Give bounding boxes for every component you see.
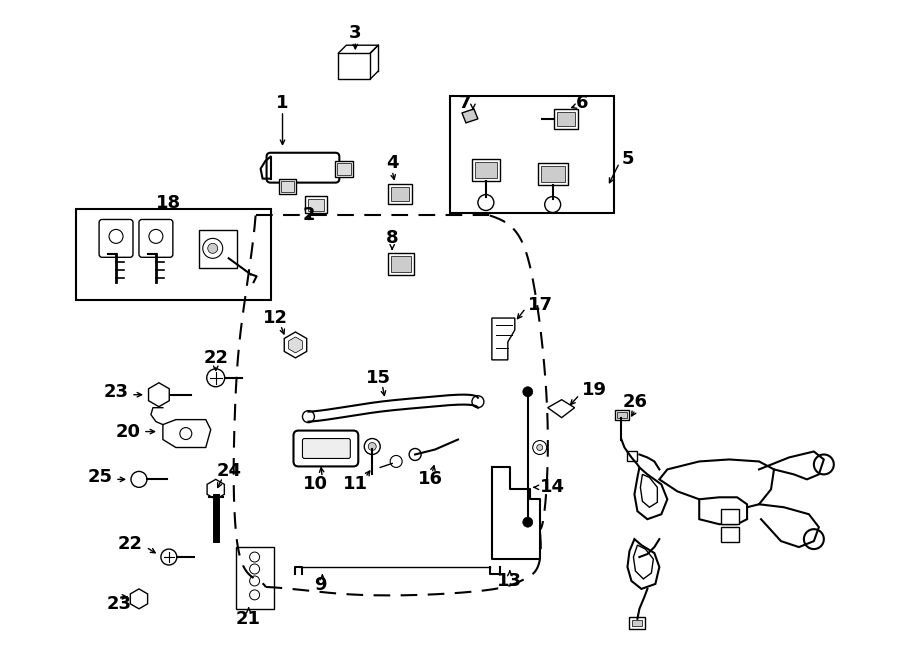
Bar	[305, 196, 328, 214]
Bar	[392, 256, 411, 272]
Bar	[557, 112, 574, 126]
Circle shape	[202, 239, 222, 258]
FancyBboxPatch shape	[266, 153, 339, 182]
Polygon shape	[163, 420, 211, 447]
Circle shape	[249, 590, 259, 600]
Bar	[199, 231, 237, 268]
Circle shape	[364, 438, 380, 455]
Text: 22: 22	[118, 535, 143, 553]
Circle shape	[249, 576, 259, 586]
Text: 9: 9	[314, 576, 327, 594]
Circle shape	[478, 194, 494, 210]
Bar	[388, 184, 412, 204]
Text: 17: 17	[527, 296, 553, 314]
Text: 25: 25	[88, 469, 113, 486]
Circle shape	[523, 387, 533, 397]
FancyBboxPatch shape	[302, 438, 350, 459]
Polygon shape	[548, 400, 574, 418]
Text: 7: 7	[459, 94, 472, 112]
Text: 18: 18	[157, 194, 182, 212]
Circle shape	[536, 444, 543, 451]
Circle shape	[533, 440, 546, 455]
Circle shape	[302, 410, 314, 422]
Text: 16: 16	[418, 471, 443, 488]
Circle shape	[249, 552, 259, 562]
Circle shape	[391, 455, 402, 467]
Text: 14: 14	[540, 479, 564, 496]
Bar	[338, 163, 351, 175]
Bar	[76, 208, 271, 300]
Bar	[336, 161, 354, 176]
Circle shape	[804, 529, 824, 549]
Bar	[629, 617, 645, 629]
Text: 26: 26	[623, 393, 648, 410]
Text: 2: 2	[302, 206, 315, 225]
FancyBboxPatch shape	[293, 430, 358, 467]
Polygon shape	[641, 475, 657, 507]
Text: 8: 8	[386, 229, 399, 247]
Bar	[554, 109, 578, 129]
Circle shape	[472, 396, 484, 408]
Text: 15: 15	[365, 369, 391, 387]
Text: 5: 5	[622, 150, 634, 168]
Bar	[392, 186, 410, 200]
Bar	[388, 253, 414, 275]
Bar	[721, 527, 739, 542]
Bar	[309, 198, 324, 210]
Polygon shape	[660, 459, 774, 509]
Bar	[721, 509, 739, 524]
Bar	[472, 159, 500, 180]
Bar	[278, 178, 296, 194]
FancyBboxPatch shape	[99, 219, 133, 257]
Bar	[338, 53, 370, 79]
Text: 24: 24	[216, 463, 241, 481]
Text: 22: 22	[203, 349, 229, 367]
Text: 12: 12	[263, 309, 288, 327]
Circle shape	[161, 549, 176, 565]
Circle shape	[180, 428, 192, 440]
Circle shape	[368, 442, 376, 451]
Polygon shape	[699, 497, 747, 524]
Circle shape	[523, 517, 533, 527]
Polygon shape	[462, 109, 478, 123]
Circle shape	[207, 369, 225, 387]
Circle shape	[208, 243, 218, 253]
Text: 1: 1	[276, 94, 289, 112]
Text: 4: 4	[386, 154, 399, 172]
Bar	[475, 162, 497, 178]
Text: 23: 23	[104, 383, 129, 401]
Text: 3: 3	[349, 24, 362, 42]
Circle shape	[814, 455, 833, 475]
Circle shape	[109, 229, 123, 243]
Circle shape	[410, 449, 421, 461]
Bar	[617, 412, 627, 418]
Bar	[236, 547, 274, 609]
Polygon shape	[634, 545, 653, 579]
Text: 20: 20	[116, 422, 141, 441]
Bar	[541, 166, 564, 182]
Polygon shape	[492, 318, 515, 360]
Text: 11: 11	[343, 475, 368, 493]
Text: 19: 19	[581, 381, 607, 399]
Text: 6: 6	[576, 94, 589, 112]
Circle shape	[148, 229, 163, 243]
Text: 10: 10	[303, 475, 328, 493]
Bar	[281, 180, 294, 192]
Bar	[633, 620, 643, 626]
Bar	[627, 451, 637, 461]
Text: 23: 23	[106, 595, 131, 613]
Bar	[616, 410, 629, 420]
Circle shape	[249, 564, 259, 574]
Bar	[537, 163, 568, 184]
Text: 13: 13	[498, 572, 522, 590]
FancyBboxPatch shape	[139, 219, 173, 257]
Bar	[450, 96, 615, 214]
Polygon shape	[627, 539, 660, 589]
Polygon shape	[634, 467, 667, 519]
Text: 21: 21	[236, 610, 261, 628]
Circle shape	[131, 471, 147, 487]
Circle shape	[544, 196, 561, 212]
